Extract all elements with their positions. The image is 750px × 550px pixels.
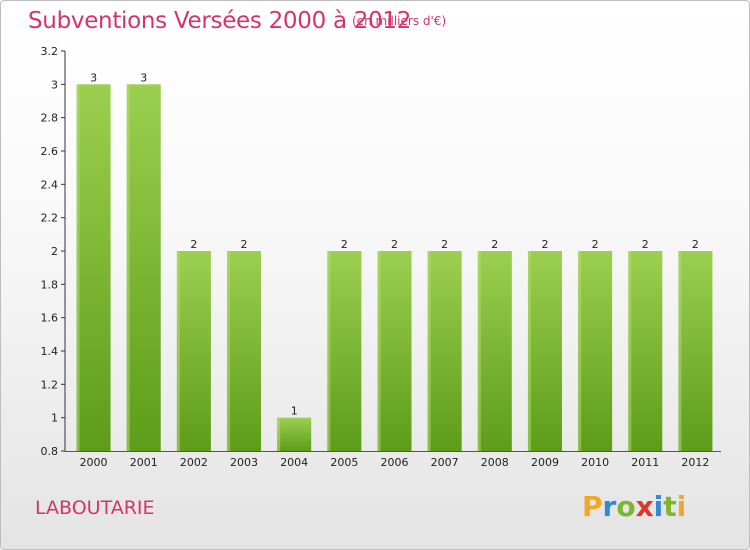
bar-highlight [678,251,682,451]
data-label: 2 [491,238,498,251]
bar-highlight [527,251,531,451]
bar [477,251,512,451]
data-label: 3 [140,71,147,84]
y-tick-label: 2.6 [41,145,59,158]
bar [327,251,362,451]
data-label: 2 [592,238,599,251]
bar [76,84,111,451]
bar [678,251,713,451]
x-tick-label: 2002 [180,456,208,469]
y-tick-label: 3 [51,78,58,91]
bar-highlight [327,251,331,451]
bar-highlight [227,251,231,451]
x-tick-label: 2000 [80,456,108,469]
data-label: 3 [90,71,97,84]
logo-letter: x [635,490,654,523]
data-label: 2 [541,238,548,251]
chart-subtitle: (en milliers d'€) [352,14,447,28]
data-label: 2 [190,238,197,251]
y-tick-label: 1.2 [41,378,59,391]
bar-highlight [628,251,632,451]
bars [76,84,713,451]
bar [628,251,663,451]
x-tick-label: 2007 [431,456,459,469]
proxiti-logo: Proxiti [582,490,686,523]
x-tick-label: 2006 [381,456,409,469]
bar [176,251,211,451]
data-label: 2 [441,238,448,251]
bar [377,251,412,451]
x-tick-label: 2012 [681,456,709,469]
logo-letter: i [653,490,664,523]
bar [126,84,161,451]
x-tick-label: 2001 [130,456,158,469]
logo-letter: r [602,490,617,523]
bar-highlight [578,251,582,451]
y-tick-label: 0.8 [41,445,59,458]
bar [578,251,613,451]
commune-name: LABOUTARIE [35,497,155,519]
data-label: 2 [241,238,248,251]
chart-title: Subventions Versées 2000 à 2012 [28,8,412,34]
x-tick-label: 2005 [330,456,358,469]
bar-highlight [427,251,431,451]
bar-highlight [477,251,481,451]
data-label: 1 [291,405,298,418]
logo-letter: t [663,490,677,523]
axes: 0.8 1 1.2 1.4 1.6 1.8 2 2.2 2.4 2.6 2.8 3 3.2 [41,45,721,458]
y-tick-label: 2.8 [41,112,59,125]
labels: 3 2000 3 2001 2 2002 2 2003 1 2004 2 2005 2 2006 2 2007… [80,71,710,469]
x-tick-label: 2003 [230,456,258,469]
y-tick-label: 1.8 [41,278,59,291]
bar [277,417,312,451]
x-tick-label: 2008 [481,456,509,469]
bar [427,251,462,451]
logo-letter: P [582,490,603,523]
bar-highlight [76,84,80,451]
logo-letter: i [676,490,687,523]
y-tick-label: 1.6 [41,312,59,325]
x-tick-label: 2011 [631,456,659,469]
y-tick-label: 2.4 [41,178,59,191]
bar-highlight [277,417,281,451]
data-label: 2 [341,238,348,251]
bar [227,251,262,451]
data-label: 2 [391,238,398,251]
logo-letter: o [616,490,636,523]
bar-highlight [377,251,381,451]
x-tick-label: 2004 [280,456,308,469]
y-tick-label: 2 [51,245,58,258]
data-label: 2 [642,238,649,251]
data-label: 2 [692,238,699,251]
y-tick-label: 1 [51,412,58,425]
y-tick-label: 1.4 [41,345,59,358]
y-tick-label: 2.2 [41,212,59,225]
bar [527,251,562,451]
bar-highlight [176,251,180,451]
x-tick-label: 2009 [531,456,559,469]
x-tick-label: 2010 [581,456,609,469]
y-tick-label: 3.2 [41,45,59,58]
bar-highlight [126,84,130,451]
